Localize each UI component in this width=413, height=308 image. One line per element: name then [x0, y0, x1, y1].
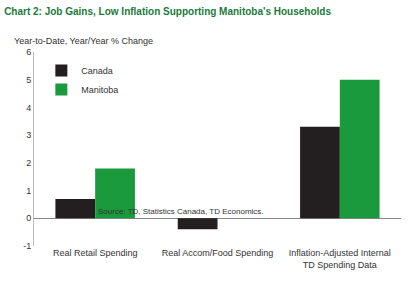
svg-text:Year-to-Date, Year/Year % Chan: Year-to-Date, Year/Year % Change: [14, 36, 153, 46]
svg-text:0: 0: [26, 213, 31, 223]
svg-text:3: 3: [26, 130, 31, 140]
svg-text:4: 4: [26, 103, 31, 113]
svg-text:1: 1: [26, 186, 31, 196]
svg-text:Canada: Canada: [81, 66, 113, 76]
svg-text:Inflation-Adjusted InternalTD: Inflation-Adjusted InternalTD Spending D…: [289, 248, 391, 270]
svg-text:Real Accom/Food Spending: Real Accom/Food Spending: [162, 248, 274, 258]
svg-text:2: 2: [26, 158, 31, 168]
svg-text:5: 5: [26, 75, 31, 85]
svg-text:Manitoba: Manitoba: [81, 85, 118, 95]
svg-text:Chart 2: Job Gains, Low Inflat: Chart 2: Job Gains, Low Inflation Suppor…: [4, 6, 331, 17]
svg-text:6: 6: [26, 47, 31, 57]
svg-text:-1: -1: [23, 241, 31, 251]
svg-text:Source: TD, Statistics Canada,: Source: TD, Statistics Canada, TD Econom…: [98, 207, 264, 216]
svg-text:Real Retail Spending: Real Retail Spending: [53, 248, 138, 258]
